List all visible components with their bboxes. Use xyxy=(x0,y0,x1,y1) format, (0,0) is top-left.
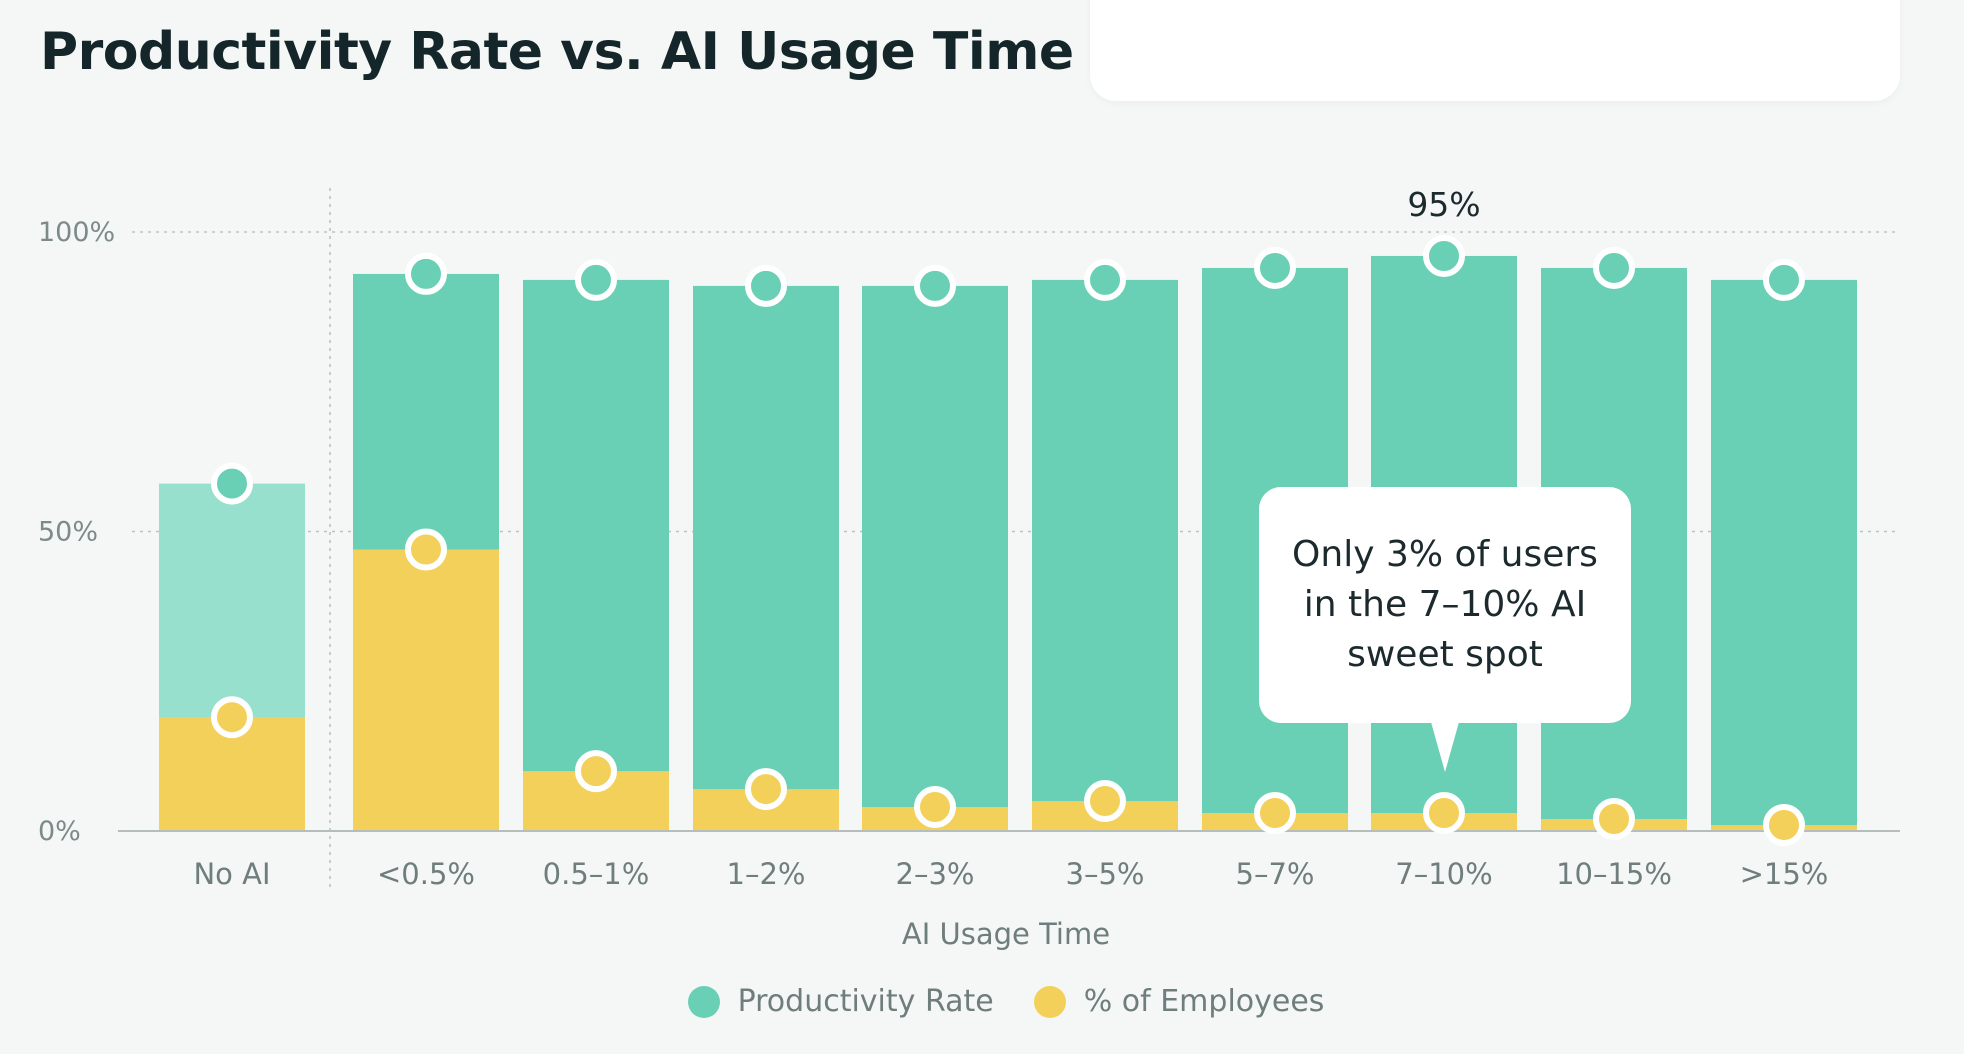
productivity-point xyxy=(1763,258,1805,301)
x-tick-label: 10–15% xyxy=(1556,857,1672,891)
productivity-point xyxy=(914,264,956,307)
productivity-bar xyxy=(693,285,839,831)
summary-card xyxy=(1090,0,1900,101)
productivity-bar xyxy=(1711,279,1857,831)
x-tick-label: No AI xyxy=(193,857,270,891)
productivity-point xyxy=(211,462,253,505)
x-tick-label: <0.5% xyxy=(377,857,475,891)
bar-chart: 0% 50% 100% No AI <0.5% 0.5–1% 1–2% 2–3% 3–5% 5–7… xyxy=(38,185,1900,951)
productivity-dot-icon xyxy=(687,985,720,1018)
employees-point xyxy=(405,528,447,571)
employees-point xyxy=(745,768,787,811)
employees-dot-icon xyxy=(1033,985,1066,1018)
x-tick-label: 0.5–1% xyxy=(543,857,650,891)
x-tick-label: 5–7% xyxy=(1236,857,1315,891)
productivity-point xyxy=(1084,258,1126,301)
x-tick-label: 3–5% xyxy=(1066,857,1145,891)
legend-label-productivity: Productivity Rate xyxy=(737,984,994,1019)
x-axis-title: AI Usage Time xyxy=(902,917,1110,951)
callout-text: Only 3% of users in the 7–10% AI sweet s… xyxy=(1292,534,1598,675)
x-tick-label: >15% xyxy=(1740,857,1829,891)
employees-point xyxy=(1423,792,1465,835)
employees-point xyxy=(1254,792,1296,835)
y-tick-label: 100% xyxy=(38,217,115,248)
productivity-point xyxy=(1254,246,1296,289)
callout-pointer xyxy=(1431,722,1459,772)
employees-point xyxy=(211,696,253,739)
legend-item-productivity[interactable]: Productivity Rate xyxy=(687,984,994,1019)
y-tick-label: 0% xyxy=(38,816,81,847)
employees-bar xyxy=(353,549,499,831)
productivity-bar xyxy=(862,285,1008,831)
productivity-point xyxy=(405,252,447,295)
productivity-point xyxy=(575,258,617,301)
legend-label-employees: % of Employees xyxy=(1083,984,1325,1019)
x-tick-label: 2–3% xyxy=(896,857,975,891)
employees-point xyxy=(1593,798,1635,841)
productivity-point xyxy=(745,264,787,307)
sweet-spot-callout: Only 3% of users in the 7–10% AI sweet s… xyxy=(1259,487,1631,723)
legend: Productivity Rate % of Employees xyxy=(0,984,1964,1019)
employees-point xyxy=(1084,780,1126,823)
peak-value-label: 95% xyxy=(1407,185,1480,224)
x-tick-label: 1–2% xyxy=(727,857,806,891)
employees-point xyxy=(914,786,956,829)
productivity-bar xyxy=(523,279,669,831)
legend-item-employees[interactable]: % of Employees xyxy=(1033,984,1325,1019)
y-tick-label: 50% xyxy=(38,517,98,548)
productivity-point xyxy=(1423,234,1465,277)
x-tick-label: 7–10% xyxy=(1395,857,1492,891)
productivity-point xyxy=(1593,246,1635,289)
employees-point xyxy=(575,750,617,793)
chart-title: Productivity Rate vs. AI Usage Time xyxy=(40,22,1074,82)
productivity-bar xyxy=(1032,279,1178,831)
employees-point xyxy=(1763,804,1805,847)
